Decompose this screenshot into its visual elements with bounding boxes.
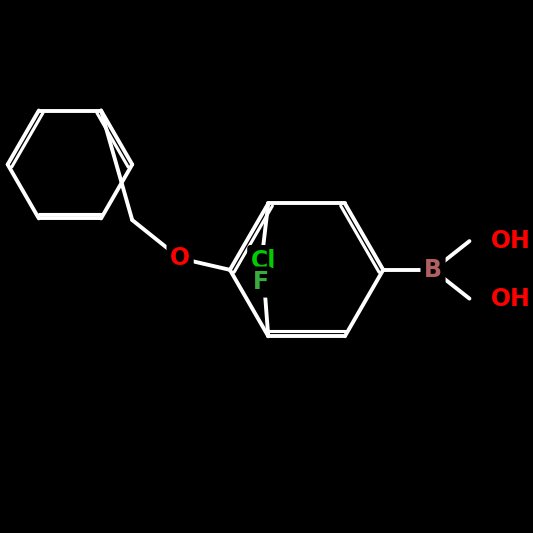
Text: OH: OH [490,229,530,253]
Text: Cl: Cl [251,248,276,272]
Text: F: F [253,270,269,294]
Text: O: O [170,246,190,270]
Text: OH: OH [490,287,530,311]
Text: B: B [424,258,442,282]
